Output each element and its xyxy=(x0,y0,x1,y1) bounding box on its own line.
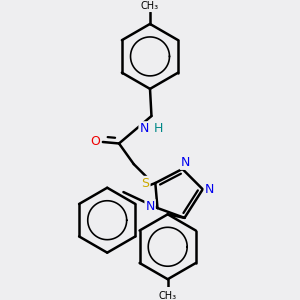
Text: N: N xyxy=(146,200,155,213)
Text: H: H xyxy=(153,122,163,135)
Text: N: N xyxy=(181,156,190,169)
Text: CH₃: CH₃ xyxy=(141,1,159,11)
Text: O: O xyxy=(91,136,100,148)
Text: N: N xyxy=(140,122,149,135)
Text: N: N xyxy=(205,183,214,196)
Text: S: S xyxy=(142,177,150,190)
Text: CH₃: CH₃ xyxy=(159,291,177,300)
